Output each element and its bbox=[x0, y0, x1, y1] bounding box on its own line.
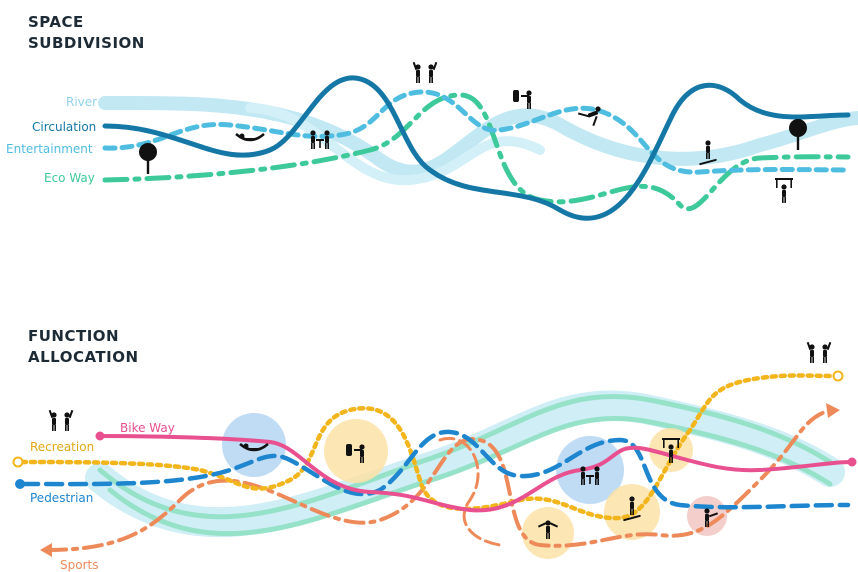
bike-way-end-node bbox=[847, 457, 857, 467]
cheering-people-icon bbox=[48, 409, 74, 431]
entertainment-line bbox=[102, 89, 851, 175]
title-line: SPACE bbox=[28, 13, 84, 31]
activity-circle-blue bbox=[222, 413, 286, 477]
function-allocation-title: FUNCTION ALLOCATION bbox=[28, 326, 139, 368]
sports-arrow-right bbox=[826, 403, 840, 418]
hammock-icon bbox=[239, 443, 269, 452]
cheering-people-icon bbox=[412, 61, 438, 83]
tai-chi-icon bbox=[537, 520, 559, 539]
martial-arts-icon bbox=[704, 508, 719, 527]
eco-way-label: Eco Way bbox=[44, 171, 95, 185]
recreation-label: Recreation bbox=[30, 440, 95, 454]
cheering-people-icon bbox=[806, 341, 832, 363]
skateboard-icon bbox=[699, 140, 717, 166]
eco-way-line bbox=[102, 92, 851, 212]
sports-label: Sports bbox=[60, 558, 99, 572]
pedestrian-line bbox=[19, 429, 851, 510]
pedestrian-start-node bbox=[15, 479, 25, 489]
tree-icon bbox=[139, 143, 157, 174]
entertainment-label: Entertainment bbox=[6, 142, 93, 156]
title-line: FUNCTION bbox=[28, 327, 120, 345]
sports-line bbox=[46, 408, 832, 552]
table-people-icon bbox=[580, 466, 600, 485]
recreation-end-node bbox=[832, 370, 844, 382]
bike-way-start-node bbox=[95, 431, 105, 441]
skateboard-icon bbox=[623, 496, 641, 522]
rings-icon bbox=[775, 178, 793, 203]
pedestrian-label: Pedestrian bbox=[30, 491, 94, 505]
table-people-icon bbox=[310, 130, 330, 149]
circulation-line bbox=[102, 75, 851, 221]
tree-icon bbox=[789, 119, 807, 150]
boxing-icon bbox=[346, 444, 365, 463]
circulation-label: Circulation bbox=[32, 120, 97, 134]
boxing-icon bbox=[513, 90, 532, 109]
eco-band-inner bbox=[107, 415, 833, 537]
sports-arrow-left bbox=[40, 543, 52, 557]
recreation-start-node bbox=[12, 456, 24, 468]
eco-band-outer bbox=[97, 394, 833, 520]
hammock-icon bbox=[235, 133, 265, 142]
bike-way-line bbox=[98, 434, 852, 513]
title-line: SUBDIVISION bbox=[28, 34, 145, 52]
martial-arts-icon bbox=[577, 106, 601, 127]
rings-icon bbox=[662, 438, 680, 463]
river-band-wide bbox=[85, 390, 845, 538]
river-label: River bbox=[66, 95, 98, 109]
space-subdivision-title: SPACE SUBDIVISION bbox=[28, 12, 145, 54]
sports-branch bbox=[438, 436, 502, 547]
bike-way-label: Bike Way bbox=[120, 421, 175, 435]
title-line: ALLOCATION bbox=[28, 348, 139, 366]
